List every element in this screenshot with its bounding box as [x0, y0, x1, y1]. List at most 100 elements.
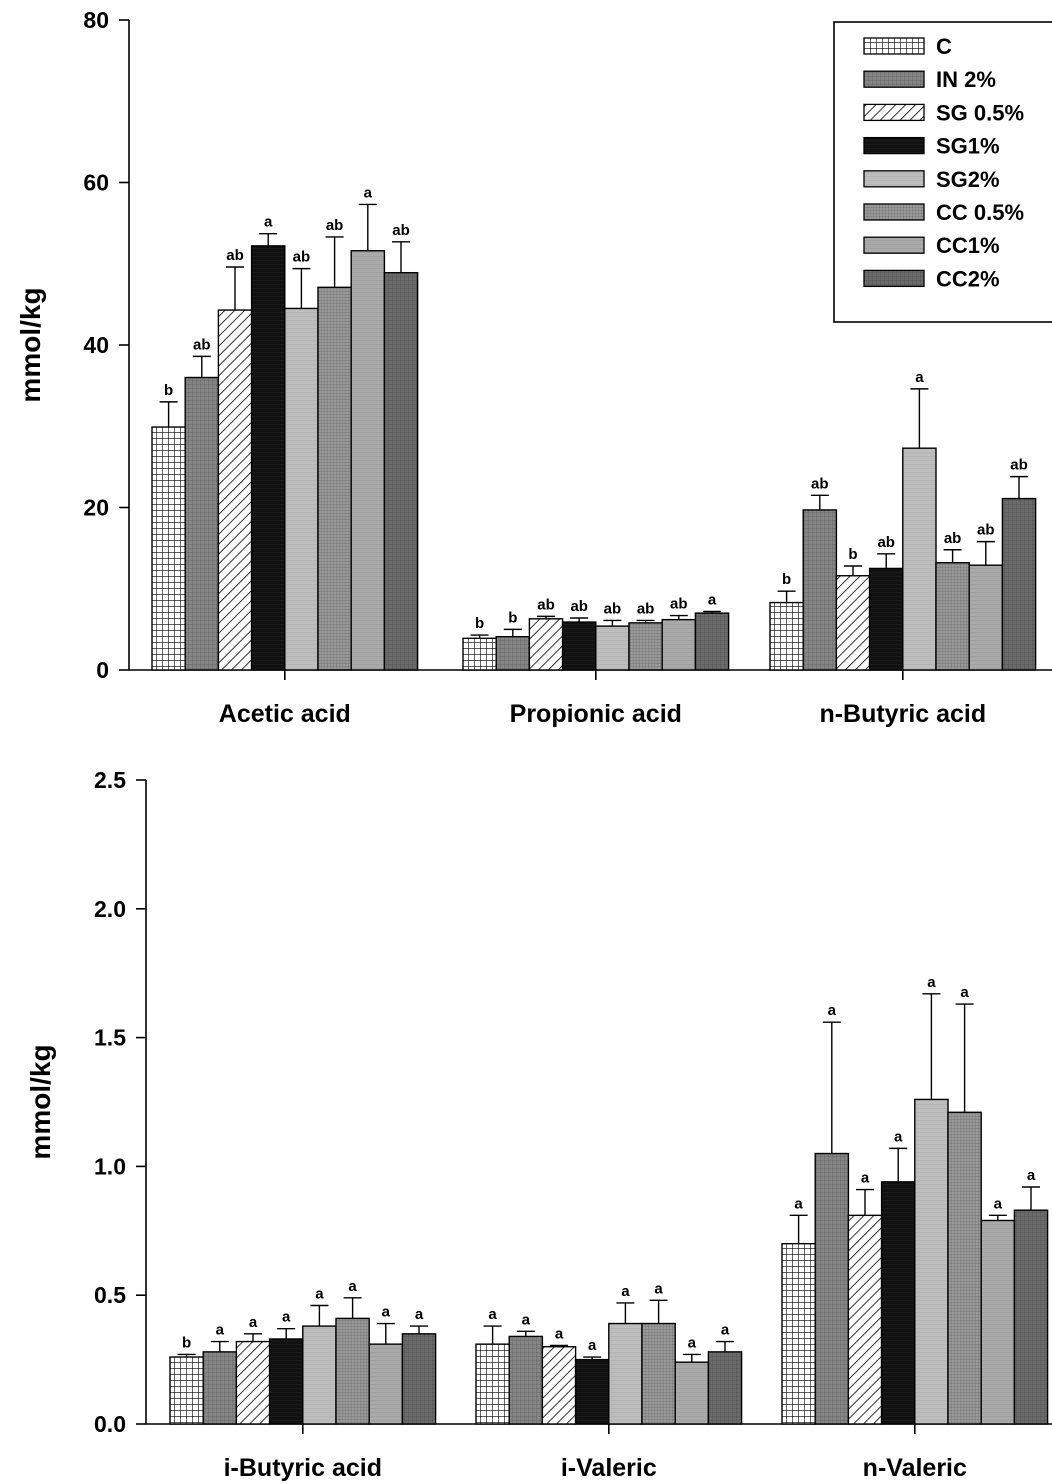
significance-label: a — [249, 1314, 258, 1331]
bar-sg-0-5 — [847, 1214, 883, 1425]
significance-label: a — [1027, 1167, 1036, 1184]
category-label: Acetic acid — [219, 700, 351, 728]
significance-label: ab — [326, 217, 344, 234]
significance-label: a — [708, 592, 717, 609]
bar-sg2 — [284, 307, 319, 671]
significance-label: ab — [537, 596, 555, 613]
significance-label: a — [382, 1304, 391, 1321]
legend-swatch-sg1 — [863, 136, 925, 155]
bar-sg2 — [902, 447, 937, 671]
legend-swatch-sg2 — [863, 170, 925, 188]
significance-label: ab — [637, 600, 655, 617]
significance-label: a — [894, 1128, 903, 1145]
legend-swatch-in-2 — [863, 70, 925, 88]
legend-label: SG1% — [936, 134, 1000, 159]
scfa-chart-bottom: 0.0 0.5 1.0 1.5 2.0 2.5 mmol/kg i-Butyric acid b… — [25, 767, 1052, 1482]
significance-label: a — [364, 184, 373, 201]
significance-label: ab — [570, 598, 588, 615]
legend: C IN 2% SG 0.5% SG1% SG2% CC 0.5% CC1% CC2% — [833, 21, 1052, 323]
legend-swatch-cc2 — [863, 269, 925, 288]
significance-label: b — [508, 609, 517, 626]
y-tick-label: 80 — [83, 7, 109, 33]
bar-sg2 — [608, 1322, 643, 1425]
bar-cc-0-5 — [641, 1322, 676, 1425]
bar-cc2 — [694, 612, 730, 671]
bar-cc1 — [350, 250, 386, 671]
legend-swatch-cc-0-5 — [863, 203, 925, 221]
significance-label: ab — [392, 222, 410, 239]
significance-label: b — [475, 615, 484, 632]
significance-label: ab — [877, 534, 895, 551]
legend-label: CC 0.5% — [936, 200, 1024, 225]
significance-label: a — [915, 369, 924, 386]
bar-sg1 — [868, 567, 904, 671]
significance-label: ab — [811, 475, 829, 492]
bar-c — [151, 426, 186, 671]
bar-sg-0-5 — [235, 1340, 271, 1425]
bar-in-2 — [508, 1335, 544, 1425]
bar-sg1 — [561, 621, 597, 671]
y-tick-label: 0 — [96, 657, 109, 683]
significance-label: ab — [604, 600, 622, 617]
significance-label: b — [182, 1334, 191, 1351]
category-label: n-Butyric acid — [819, 700, 986, 728]
legend-label: SG 0.5% — [936, 100, 1024, 125]
legend-swatch-cc1 — [863, 236, 925, 254]
significance-label: ab — [226, 247, 244, 264]
bar-sg-0-5 — [217, 309, 253, 671]
significance-label: a — [264, 214, 273, 231]
category-label: Propionic acid — [510, 700, 682, 728]
significance-label: a — [415, 1306, 424, 1323]
bar-sg2 — [914, 1098, 949, 1425]
y-tick-label: 1.5 — [94, 1025, 126, 1051]
significance-label: a — [688, 1334, 697, 1351]
bar-sg1 — [250, 245, 286, 671]
bar-sg-0-5 — [835, 575, 871, 671]
bar-sg2 — [302, 1325, 337, 1425]
bar-in-2 — [802, 509, 838, 671]
legend-label: C — [936, 34, 952, 59]
bar-cc1 — [661, 618, 697, 671]
category-label: i-Valeric — [561, 1454, 657, 1482]
y-axis-label: mmol/kg — [25, 1044, 56, 1159]
significance-label: a — [555, 1325, 564, 1342]
legend-label: SG2% — [936, 167, 1000, 192]
significance-label: a — [994, 1195, 1003, 1212]
bar-cc2 — [401, 1333, 437, 1425]
bar-c — [769, 601, 804, 671]
significance-label: a — [828, 1002, 837, 1019]
significance-label: ab — [293, 249, 311, 266]
bar-c — [475, 1343, 510, 1425]
y-tick-label: 20 — [83, 495, 109, 521]
significance-label: a — [621, 1283, 630, 1300]
bar-in-2 — [495, 635, 531, 671]
significance-label: a — [315, 1286, 324, 1303]
significance-label: b — [848, 546, 857, 563]
significance-label: ab — [670, 596, 688, 613]
significance-label: b — [164, 382, 173, 399]
legend-label: CC2% — [936, 266, 1000, 291]
y-tick-label: 60 — [83, 170, 109, 196]
y-tick-label: 40 — [83, 332, 109, 358]
bar-cc2 — [1013, 1209, 1049, 1425]
bar-sg-0-5 — [541, 1346, 577, 1425]
bar-sg1 — [574, 1358, 610, 1425]
significance-label: ab — [1010, 457, 1028, 474]
bar-c — [781, 1242, 816, 1425]
significance-label: a — [282, 1309, 291, 1326]
significance-label: a — [588, 1337, 597, 1354]
y-tick-label: 0.5 — [94, 1282, 126, 1308]
bar-cc-0-5 — [335, 1317, 370, 1425]
bar-cc-0-5 — [317, 286, 352, 671]
significance-label: a — [348, 1278, 357, 1295]
significance-label: a — [216, 1322, 225, 1339]
bar-cc2 — [707, 1351, 743, 1425]
legend-label: CC1% — [936, 233, 1000, 258]
significance-label: b — [782, 571, 791, 588]
legend-swatch-c — [863, 37, 925, 55]
bar-cc1 — [674, 1361, 710, 1425]
y-axis-label: mmol/kg — [15, 287, 46, 402]
legend-label: IN 2% — [936, 67, 996, 92]
